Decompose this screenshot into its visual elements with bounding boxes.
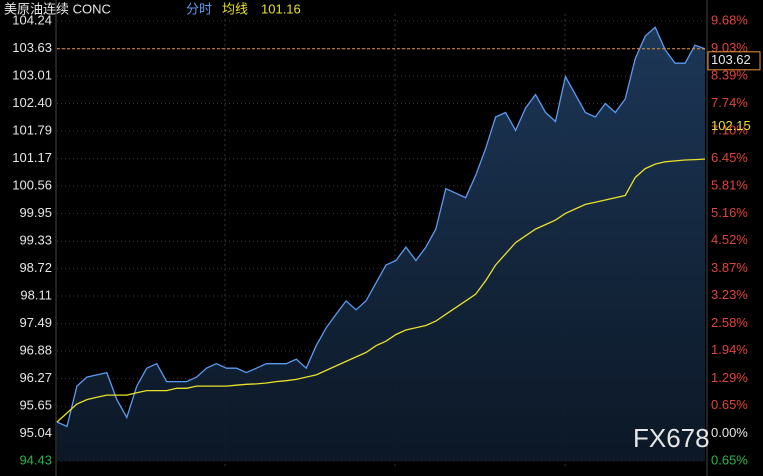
y2-tick-label: 1.29% [711, 370, 748, 385]
y2-tick-label: 5.16% [711, 205, 748, 220]
y2-tick-label: 4.52% [711, 232, 748, 247]
y-tick-label: 101.17 [12, 150, 52, 165]
y-tick-label: 99.95 [19, 205, 52, 220]
y2-tick-label: 1.94% [711, 342, 748, 357]
last-price-label: 103.62 [711, 52, 751, 67]
y2-tick-label: 7.74% [711, 95, 748, 110]
y-tick-label: 98.72 [19, 260, 52, 275]
y2-tick-label: 0.65% [711, 452, 748, 467]
y-tick-label: 98.11 [20, 287, 52, 302]
price-area [57, 27, 705, 462]
y2-tick-label: 6.45% [711, 150, 748, 165]
y-tick-label: 96.27 [19, 370, 52, 385]
avg-value: 101.16 [261, 1, 301, 16]
y-tick-label: 97.49 [19, 315, 52, 330]
legend-avg: 均线 [222, 1, 248, 16]
y-tick-label: 95.04 [19, 425, 52, 440]
chart-title: 美原油连续 CONC [4, 1, 111, 16]
y2-tick-label: 5.81% [711, 177, 748, 192]
y2-tick-label: 0.00% [711, 425, 748, 440]
y-tick-label: 103.01 [12, 68, 52, 83]
y2-tick-label: 7.10% [711, 122, 748, 137]
y-tick-label: 100.56 [12, 177, 52, 192]
avg-line [56, 158, 706, 423]
price-line [56, 26, 706, 428]
y2-tick-label: 0.65% [711, 397, 748, 412]
y2-tick-label: 8.39% [711, 67, 748, 82]
y-tick-label: 94.43 [19, 452, 52, 467]
y-tick-label: 95.65 [19, 398, 52, 413]
y-tick-label: 103.63 [12, 40, 52, 55]
y2-tick-label: 3.87% [711, 260, 748, 275]
marker-price-label: 102.15 [711, 118, 751, 133]
y2-tick-label: 9.68% [711, 12, 748, 27]
mode-label: 分时 [186, 1, 212, 16]
watermark: FX678 [633, 423, 710, 453]
y-tick-label: 104.24 [12, 12, 52, 27]
plot [56, 20, 706, 462]
y-tick-label: 101.79 [12, 122, 52, 137]
last-price-box [707, 51, 761, 71]
y-tick-label: 102.40 [12, 95, 52, 110]
y-tick-label: 96.88 [19, 343, 52, 358]
y-tick-label: 99.33 [19, 233, 52, 248]
y2-tick-label: 2.58% [711, 315, 748, 330]
y2-tick-label: 3.23% [711, 287, 748, 302]
